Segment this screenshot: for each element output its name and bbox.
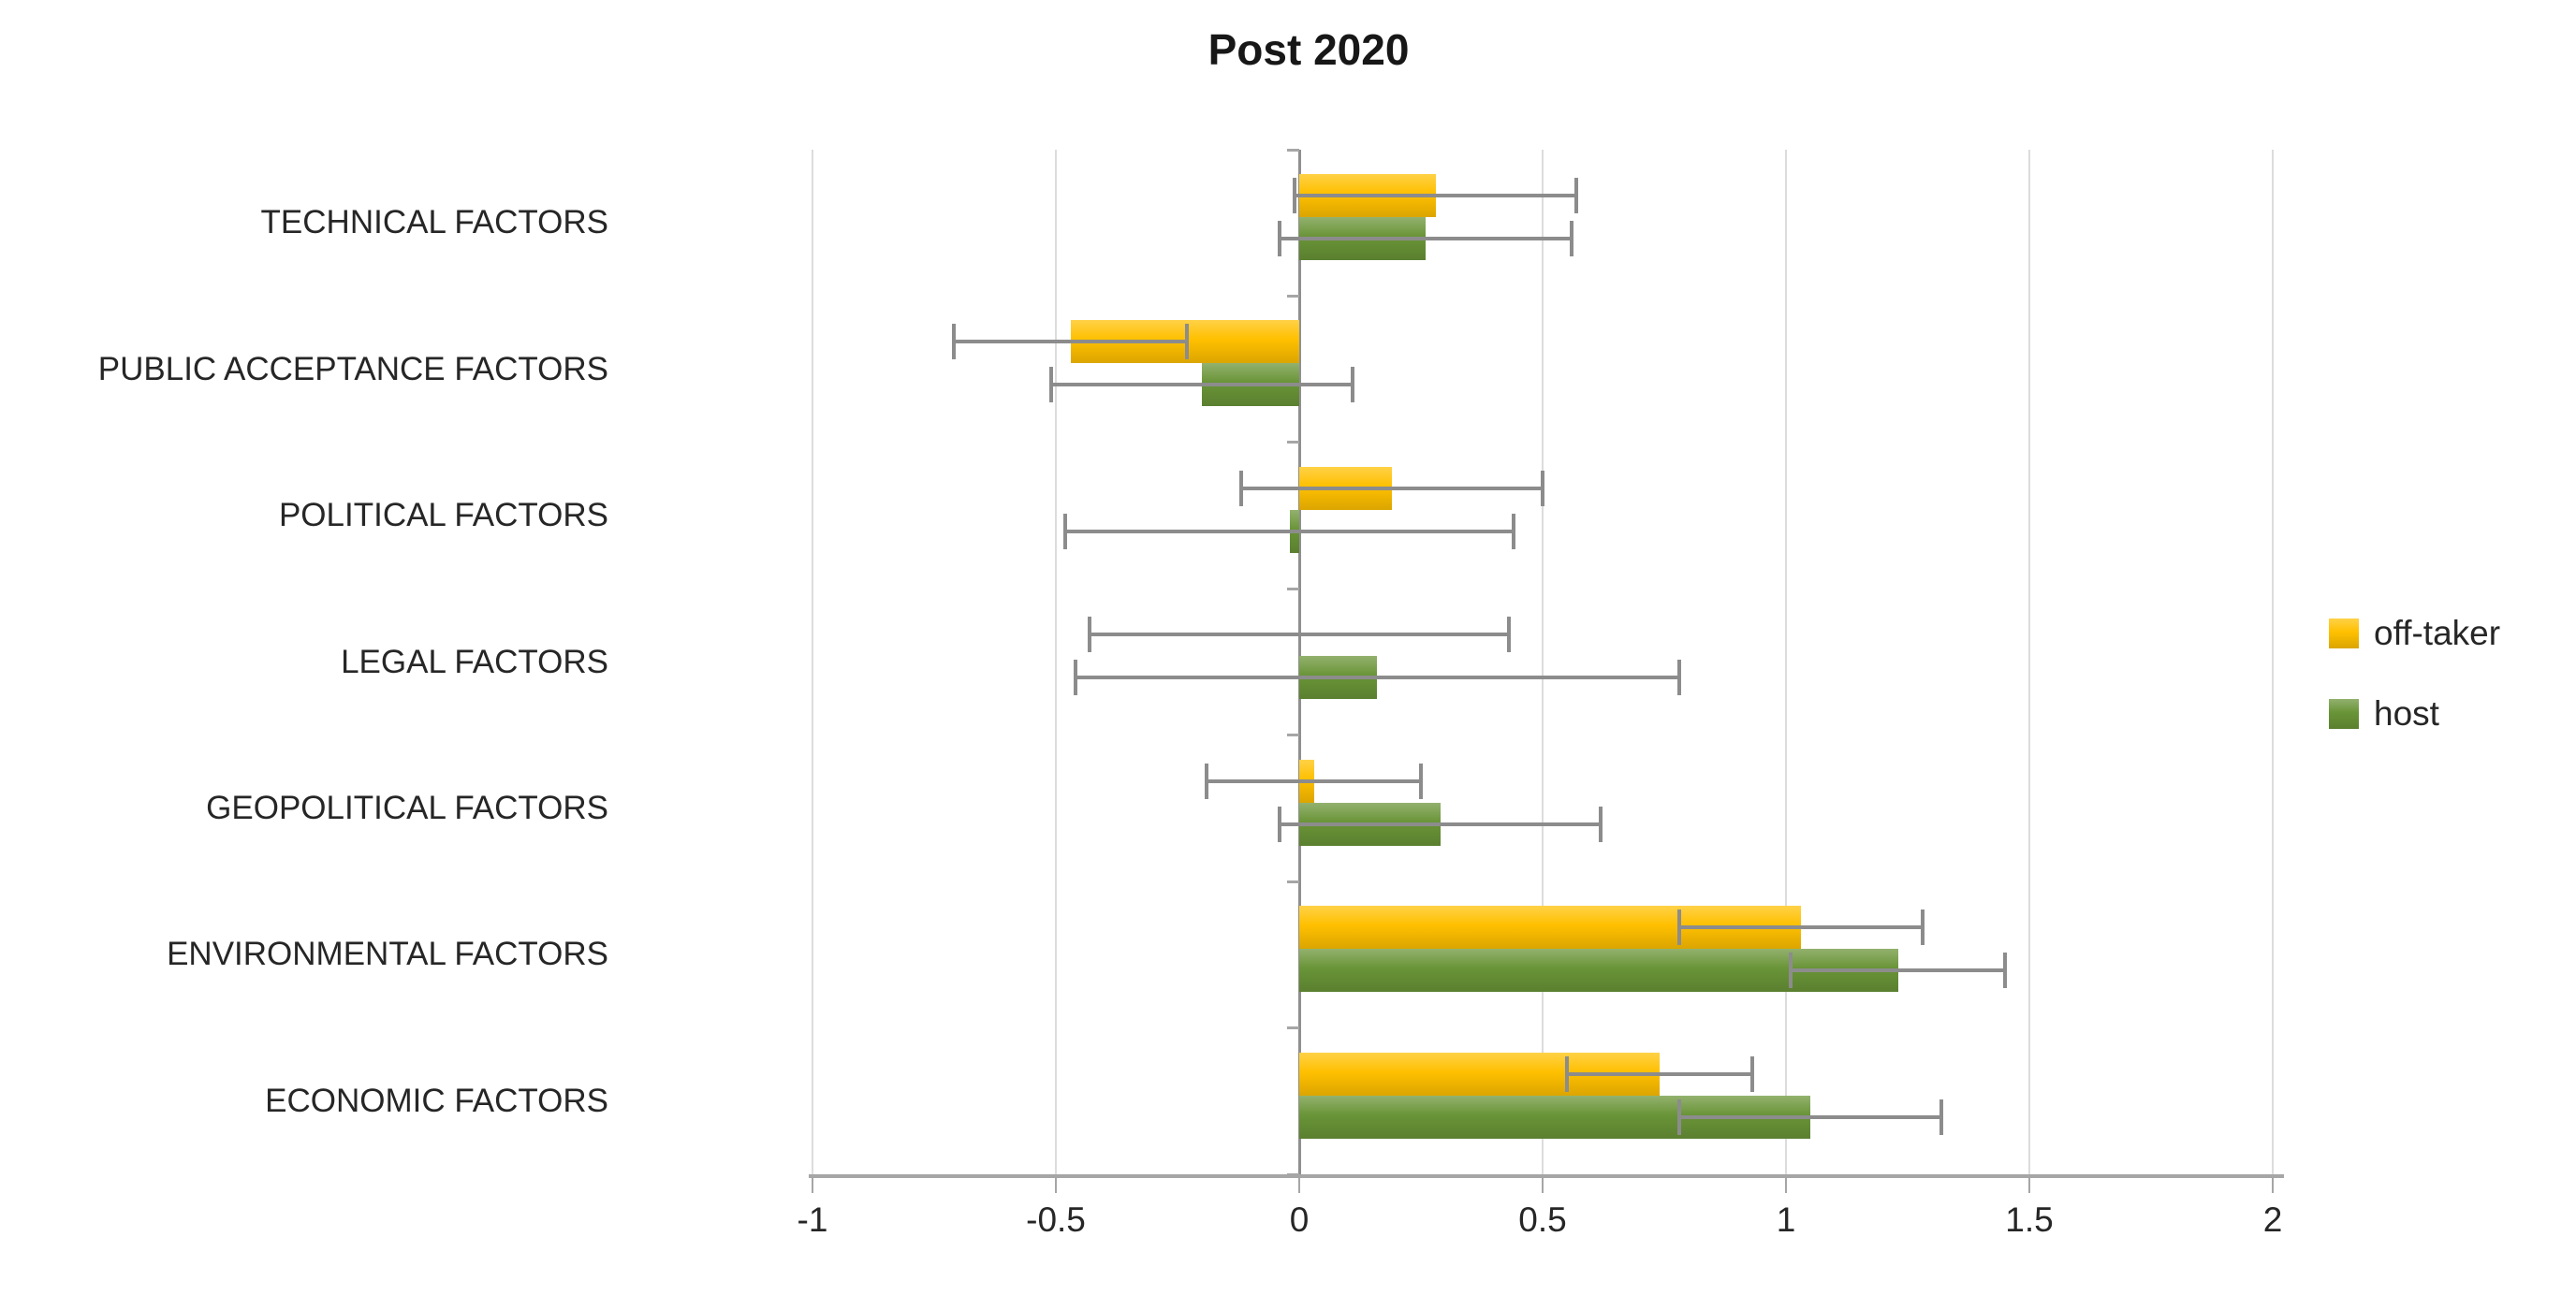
error-bar-cap bbox=[1676, 909, 1681, 946]
gridline bbox=[1542, 150, 1544, 1174]
error-bar-cap bbox=[1676, 660, 1681, 696]
x-axis-tick bbox=[1785, 1178, 1787, 1193]
error-bar-host bbox=[1678, 1114, 1942, 1119]
legend-item-host: host bbox=[2329, 694, 2500, 734]
category-label: PUBLIC ACCEPTANCE FACTORS bbox=[97, 350, 608, 387]
error-bar-cap bbox=[951, 324, 956, 360]
error-bar-off-taker bbox=[1240, 486, 1543, 490]
error-bar-host bbox=[1280, 822, 1602, 826]
error-bar-cap bbox=[1278, 221, 1282, 256]
gridline bbox=[1785, 150, 1787, 1174]
error-bar-cap bbox=[1511, 513, 1515, 549]
category-axis-tick bbox=[1287, 880, 1299, 883]
error-bar-cap bbox=[1351, 367, 1355, 403]
error-bar-host bbox=[1791, 968, 2005, 973]
legend-swatch-off-taker-icon bbox=[2329, 618, 2359, 648]
error-bar-cap bbox=[1292, 178, 1296, 213]
x-tick-label: 0.5 bbox=[1518, 1200, 1567, 1239]
error-bar-cap bbox=[1939, 1099, 1944, 1135]
legend-label-off-taker: off-taker bbox=[2374, 614, 2501, 652]
error-bar-host bbox=[1075, 676, 1679, 680]
error-bar-host bbox=[1050, 383, 1354, 387]
x-tick-label: -0.5 bbox=[1026, 1200, 1086, 1239]
category-label: ECONOMIC FACTORS bbox=[265, 1082, 608, 1119]
error-bar-cap bbox=[1541, 470, 1544, 506]
category-label: POLITICAL FACTORS bbox=[278, 497, 608, 534]
error-bar-off-taker bbox=[1090, 633, 1509, 637]
error-bar-off-taker bbox=[1678, 925, 1923, 930]
error-bar-cap bbox=[1574, 178, 1579, 213]
category-label: LEGAL FACTORS bbox=[341, 643, 608, 680]
category-label: GEOPOLITICAL FACTORS bbox=[206, 789, 608, 826]
error-bar-cap bbox=[1676, 1099, 1681, 1135]
legend-item-off-taker: off-taker bbox=[2329, 614, 2500, 653]
x-axis-line bbox=[809, 1174, 2284, 1178]
gridline bbox=[1055, 150, 1057, 1174]
error-bar-cap bbox=[1048, 367, 1053, 403]
x-tick-label: 1.5 bbox=[2005, 1200, 2054, 1239]
category-axis-tick bbox=[1287, 734, 1299, 737]
error-bar-cap bbox=[1278, 806, 1282, 842]
error-bar-host bbox=[1280, 237, 1573, 240]
error-bar-off-taker bbox=[1567, 1071, 1752, 1076]
x-tick-label: 2 bbox=[2262, 1200, 2283, 1239]
legend-swatch-host-icon bbox=[2329, 699, 2359, 729]
x-axis-tick bbox=[1298, 1178, 1300, 1193]
error-bar-cap bbox=[1238, 470, 1243, 506]
gridline bbox=[2272, 150, 2274, 1174]
error-bar-cap bbox=[1565, 1055, 1569, 1092]
legend: off-taker host bbox=[2329, 614, 2500, 775]
error-bar-cap bbox=[1419, 763, 1423, 799]
category-axis-tick bbox=[1287, 148, 1299, 152]
gridline bbox=[2028, 150, 2030, 1174]
error-bar-cap bbox=[1185, 324, 1190, 360]
error-bar-cap bbox=[1073, 660, 1077, 696]
x-axis-tick bbox=[812, 1178, 813, 1193]
x-tick-label: 0 bbox=[1289, 1200, 1310, 1239]
legend-label-host: host bbox=[2374, 694, 2439, 733]
category-axis-tick bbox=[1287, 294, 1299, 298]
error-bar-cap bbox=[1205, 763, 1209, 799]
x-axis-tick bbox=[2272, 1178, 2274, 1193]
category-axis-tick bbox=[1287, 441, 1299, 444]
error-bar-off-taker bbox=[953, 340, 1188, 344]
error-bar-cap bbox=[1749, 1055, 1754, 1092]
x-tick-label: 1 bbox=[1776, 1200, 1796, 1239]
error-bar-cap bbox=[2003, 953, 2007, 989]
category-label: ENVIRONMENTAL FACTORS bbox=[167, 936, 608, 973]
error-bar-cap bbox=[1920, 909, 1925, 946]
x-axis-tick bbox=[1055, 1178, 1057, 1193]
error-bar-off-taker bbox=[1294, 194, 1577, 197]
x-axis-tick bbox=[1542, 1178, 1544, 1193]
error-bar-cap bbox=[1506, 617, 1511, 653]
category-axis-tick bbox=[1287, 587, 1299, 590]
category-label: TECHNICAL FACTORS bbox=[260, 204, 608, 241]
error-bar-cap bbox=[1599, 806, 1603, 842]
category-axis-tick bbox=[1287, 1026, 1299, 1030]
error-bar-cap bbox=[1570, 221, 1574, 256]
x-axis-tick bbox=[2028, 1178, 2030, 1193]
x-tick-label: -1 bbox=[797, 1200, 828, 1239]
error-bar-cap bbox=[1789, 953, 1793, 989]
error-bar-host bbox=[1065, 529, 1514, 533]
chart-title: Post 2020 bbox=[1208, 25, 1410, 74]
error-bar-cap bbox=[1088, 617, 1092, 653]
error-bar-off-taker bbox=[1207, 778, 1421, 783]
gridline bbox=[812, 150, 813, 1174]
error-bar-cap bbox=[1063, 513, 1068, 549]
